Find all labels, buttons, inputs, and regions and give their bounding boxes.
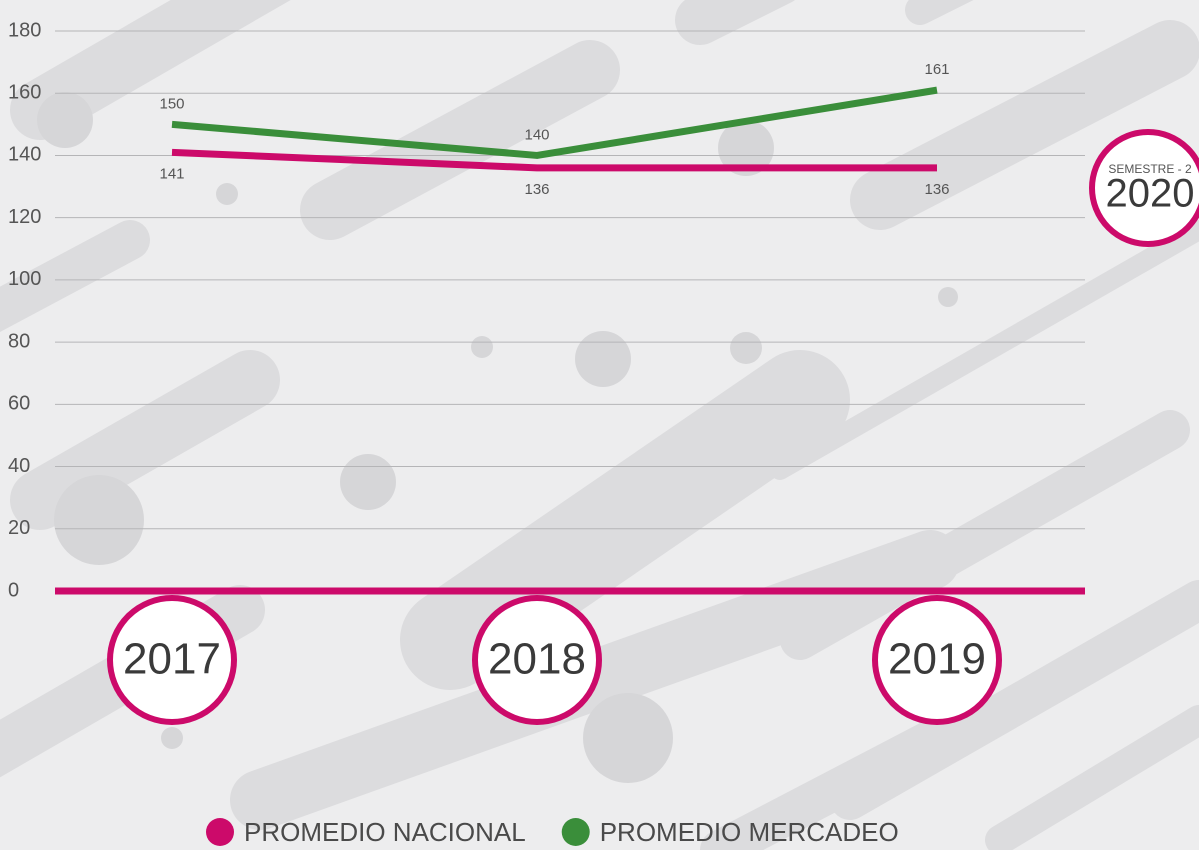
legend-marker — [561, 818, 590, 846]
y-tick-label: 0 — [8, 579, 19, 601]
legend-label: PROMEDIO NACIONAL — [244, 817, 526, 847]
badge: SEMESTRE - 2 2020 — [1089, 129, 1199, 247]
y-tick-label: 160 — [8, 82, 41, 104]
category-circle — [107, 595, 237, 725]
series-line — [171, 148, 937, 172]
series-line — [171, 86, 938, 159]
data-label: 136 — [524, 181, 549, 198]
background-circles — [37, 92, 958, 783]
category-circle — [472, 595, 602, 725]
y-tick-label: 140 — [8, 144, 41, 166]
category-circle — [872, 595, 1002, 725]
x-tick-label: 2019 — [888, 635, 986, 684]
badge-label: SEMESTRE - 2 — [1108, 162, 1192, 176]
y-tick-label: 100 — [8, 268, 41, 290]
data-label: 141 — [159, 165, 184, 182]
y-tick-label: 60 — [8, 393, 30, 415]
legend-label: PROMEDIO MERCADEO — [600, 817, 899, 847]
y-tick-label: 120 — [8, 206, 41, 228]
badge-circle — [1089, 129, 1199, 247]
data-label: 150 — [159, 95, 184, 112]
x-tick-label: 2017 — [123, 635, 221, 684]
y-tick-label: 180 — [8, 19, 41, 41]
x-tick-label: 2018 — [488, 635, 586, 684]
y-tick-label: 40 — [8, 455, 30, 477]
data-label: 161 — [924, 61, 949, 78]
legend-marker — [206, 818, 234, 846]
y-tick-label: 80 — [8, 330, 30, 352]
y-tick-label: 20 — [8, 517, 30, 539]
data-label: 140 — [524, 126, 549, 143]
badge-year: 2020 — [1106, 172, 1195, 216]
data-label: 136 — [924, 181, 949, 198]
